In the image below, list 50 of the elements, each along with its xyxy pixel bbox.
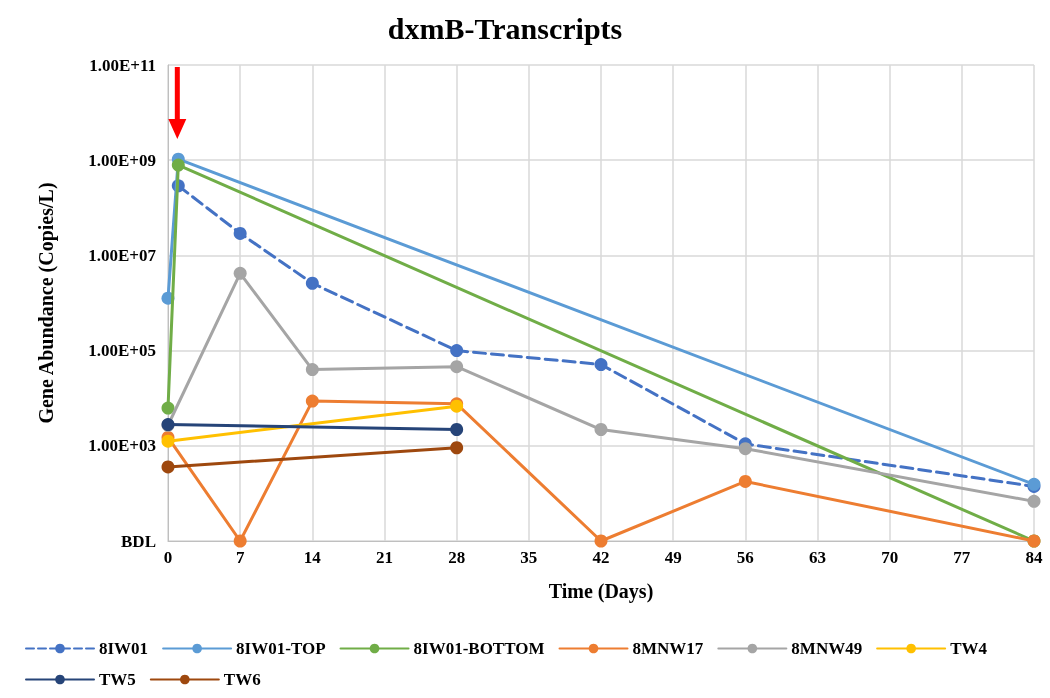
x-tick-label: 77 [953,548,971,567]
point [233,266,247,280]
point [233,534,247,548]
point [450,441,464,455]
point [450,344,464,358]
x-tick-label: 84 [1025,548,1043,567]
point [450,360,464,374]
y-tick-label: 1.00E+11 [89,55,156,75]
point [171,158,185,172]
point [305,394,319,408]
legend-label: 8IW01 [99,639,149,658]
x-tick-label: 56 [736,548,754,567]
point [161,434,175,448]
x-tick-label: 7 [235,548,245,567]
x-tick-label: 63 [809,548,826,567]
x-tick-label: 49 [664,548,682,567]
x-tick-label: 14 [303,548,322,567]
y-axis-title: Gene Abundance (Copies/L) [35,182,58,424]
point [594,423,608,436]
x-tick-label: 42 [592,548,610,567]
legend-label: TW6 [223,670,261,689]
point [161,401,175,415]
x-tick-label: 21 [376,548,393,567]
x-tick-label: 70 [881,548,899,567]
chart-title: dxmB-Transcripts [387,11,623,45]
legend-label: 8IW01-TOP [236,639,326,658]
y-tick-label: 1.00E+07 [88,245,157,265]
legend-label: TW4 [950,639,988,658]
y-tick-label: 1.00E+05 [88,341,156,361]
point [738,474,752,488]
x-tick-label: 0 [163,548,173,567]
legend-label: 8MNW17 [632,639,704,658]
x-tick-label: 28 [448,548,466,567]
point [738,442,752,456]
x-axis-title: Time (Days) [548,580,654,603]
point [305,363,319,377]
point [1027,494,1041,508]
point [233,226,247,240]
point [594,534,608,548]
legend-label: TW5 [99,670,136,689]
point [450,423,464,436]
y-tick-label: 1.00E+09 [88,150,156,170]
legend-label: 8MNW49 [791,639,863,658]
point [594,358,608,372]
point [305,276,319,290]
x-tick-label: 35 [520,548,538,567]
y-tick-label: BDL [121,531,156,551]
legend-label: 8IW01-BOTTOM [413,639,545,658]
point [161,460,175,474]
y-tick-label: 1.00E+03 [88,436,156,456]
